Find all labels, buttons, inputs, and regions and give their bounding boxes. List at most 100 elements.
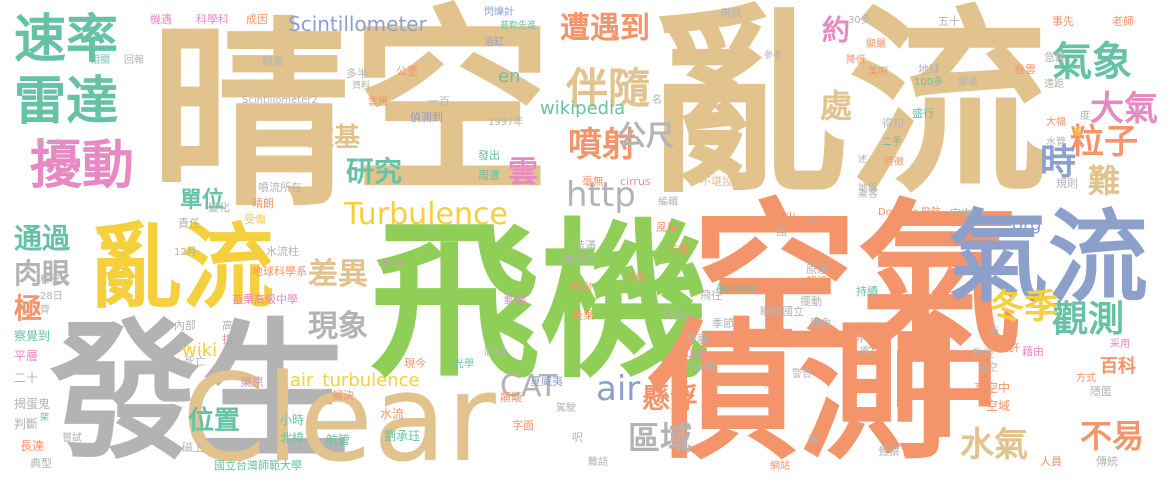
word-rouyan: 肉眼 xyxy=(14,257,71,290)
word-s21: 嚴遣 xyxy=(958,77,978,88)
word-s3: 成因 xyxy=(246,13,268,26)
word-zhence: 偵測 xyxy=(648,306,949,480)
word-quyu: 區域 xyxy=(628,419,693,457)
word-s12: 多半 xyxy=(346,67,368,80)
word-s70: 長達 xyxy=(20,439,45,453)
word-s116: 發展 xyxy=(686,333,708,346)
word-s23: 急降 xyxy=(1044,51,1066,64)
word-luanliu-big: 亂流 xyxy=(648,0,1049,221)
word-baike: 百科 xyxy=(1100,356,1136,377)
word-s7: 五十 xyxy=(938,15,960,28)
word-s71: 嘗試 xyxy=(62,433,82,444)
word-s132: 風帶 xyxy=(656,221,678,234)
word-wikipedia: wikipedia xyxy=(540,98,626,119)
word-s9: 老師 xyxy=(1112,15,1134,28)
word-raodong: 擾動 xyxy=(30,136,135,196)
word-s107: 空域 xyxy=(986,399,1011,413)
word-daqi: 大氣 xyxy=(1090,89,1158,129)
word-s85: 劉承珏 xyxy=(384,429,421,443)
word-luanliu-yellow: 亂流 xyxy=(90,214,275,321)
word-yanjiu: 研究 xyxy=(346,155,403,188)
word-yun: 雲 xyxy=(508,155,538,190)
word-danwei: 單位 xyxy=(180,188,225,213)
word-xianxiang: 現象 xyxy=(308,309,368,344)
word-s127: 裝滿 xyxy=(574,239,596,252)
word-s82: 北緯 xyxy=(280,431,305,445)
word-guance: 觀測 xyxy=(1052,299,1125,340)
word-air-turbulence: air_turbulence xyxy=(290,370,420,391)
word-zaoyudao: 遭遇到 xyxy=(560,11,650,46)
word-s27: 資料 xyxy=(352,81,371,91)
word-s83: 航管 xyxy=(326,433,351,447)
word-s26: 相關 xyxy=(90,55,110,66)
word-s66: 平層 xyxy=(14,349,39,363)
word-s25: 回報 xyxy=(124,55,144,66)
word-s77: 高度 xyxy=(222,319,244,332)
word-kong: 空 xyxy=(352,0,553,221)
word-s36: 周遭 xyxy=(478,169,500,182)
word-s123: 原理 xyxy=(806,263,828,276)
word-s105: 些許 xyxy=(998,341,1020,354)
word-s80: 東京 xyxy=(240,375,265,389)
word-s108: 高空中 xyxy=(974,381,1011,395)
word-s54: 度 xyxy=(1080,111,1090,122)
word-qixiang: 氣象 xyxy=(1052,39,1132,85)
word-s51: 十 xyxy=(808,215,819,228)
word-s89: 光學 xyxy=(454,359,474,370)
word-s122: 超過 xyxy=(806,275,828,288)
word-s125: 西 xyxy=(988,325,999,338)
word-s111: 分佈 xyxy=(764,379,784,390)
word-s103: 方式 xyxy=(1076,373,1096,384)
word-s33: 名 xyxy=(652,95,662,106)
word-s142: 架 xyxy=(40,413,50,423)
word-s87: 解決 xyxy=(332,389,354,402)
word-shi: 時 xyxy=(1040,142,1077,183)
word-leida: 雷達 xyxy=(14,72,119,132)
word-s63: 28日 xyxy=(40,291,63,302)
word-s141: 降低2 xyxy=(664,311,691,322)
word-s31: 偵測到 xyxy=(410,111,443,124)
word-s106: 采用 xyxy=(1110,339,1130,350)
word-s101: 強 xyxy=(808,435,818,446)
word-s113: 客 xyxy=(860,345,871,358)
word-s32: 1997年 xyxy=(488,117,524,128)
word-s118: 許瑛珺 xyxy=(682,361,715,374)
word-chayi: 差異 xyxy=(308,257,368,292)
word-s137: 噴出 xyxy=(774,211,796,224)
word-s10: 觀察 xyxy=(262,55,284,68)
word-s6: 30多 xyxy=(848,15,871,26)
word-s52: 水管 xyxy=(1046,137,1066,148)
word-turbulence: Turbulence xyxy=(344,197,508,232)
word-s124: 持續 xyxy=(856,285,878,298)
word-s104: 藉由 xyxy=(1022,345,1044,358)
word-s120: 瞬間國立 xyxy=(760,305,804,318)
word-nan: 難 xyxy=(1088,162,1121,200)
word-s109: 高空 xyxy=(978,363,998,374)
word-gongchi: 公尺 xyxy=(618,119,675,152)
word-s115: 山區 xyxy=(686,349,706,360)
word-s121: 擺動 xyxy=(800,295,822,308)
word-s57: 晴朗 xyxy=(252,197,274,210)
word-fasheng: 發生 xyxy=(50,306,351,480)
word-s119: 跡象 xyxy=(810,317,832,330)
word-s18: 英呎 xyxy=(868,67,888,78)
word-en: en xyxy=(498,66,521,87)
word-qiliu: 氣流 xyxy=(948,199,1148,316)
word-s49: Doppler 飛航 xyxy=(878,207,941,218)
word-s53: 大幅 xyxy=(1046,117,1066,128)
word-s114: 水 xyxy=(856,331,867,344)
word-s41: 二手 xyxy=(882,137,902,148)
word-s86: 水流 xyxy=(380,407,405,421)
word-s129: 飛往 xyxy=(700,289,722,302)
word-s76: 內部 xyxy=(174,319,196,332)
word-s134: 動態 xyxy=(504,293,526,306)
word-s138: 團 xyxy=(776,225,787,238)
word-s102: 隱匿 xyxy=(1090,385,1112,398)
word-s20: 100多 xyxy=(914,77,944,88)
word-org: org xyxy=(1012,214,1042,235)
word-s55: 遙 xyxy=(1072,127,1082,138)
word-s62: 科學人 xyxy=(40,275,70,286)
word-s92: 顛簸 xyxy=(500,391,522,404)
word-s143: 磁上 xyxy=(182,441,204,454)
